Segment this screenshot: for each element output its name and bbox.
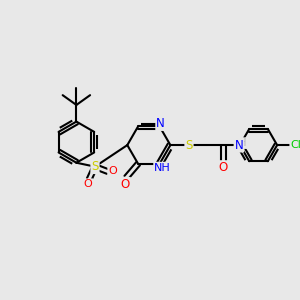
Text: O: O xyxy=(84,179,92,189)
Text: N: N xyxy=(235,139,243,152)
Text: S: S xyxy=(185,139,193,152)
Text: Cl: Cl xyxy=(290,140,300,150)
Text: O: O xyxy=(219,161,228,174)
Text: S: S xyxy=(91,160,99,173)
Text: N: N xyxy=(156,117,165,130)
Text: NH: NH xyxy=(154,163,171,173)
Text: H: H xyxy=(239,138,247,148)
Text: O: O xyxy=(121,178,130,191)
Text: O: O xyxy=(108,166,117,176)
